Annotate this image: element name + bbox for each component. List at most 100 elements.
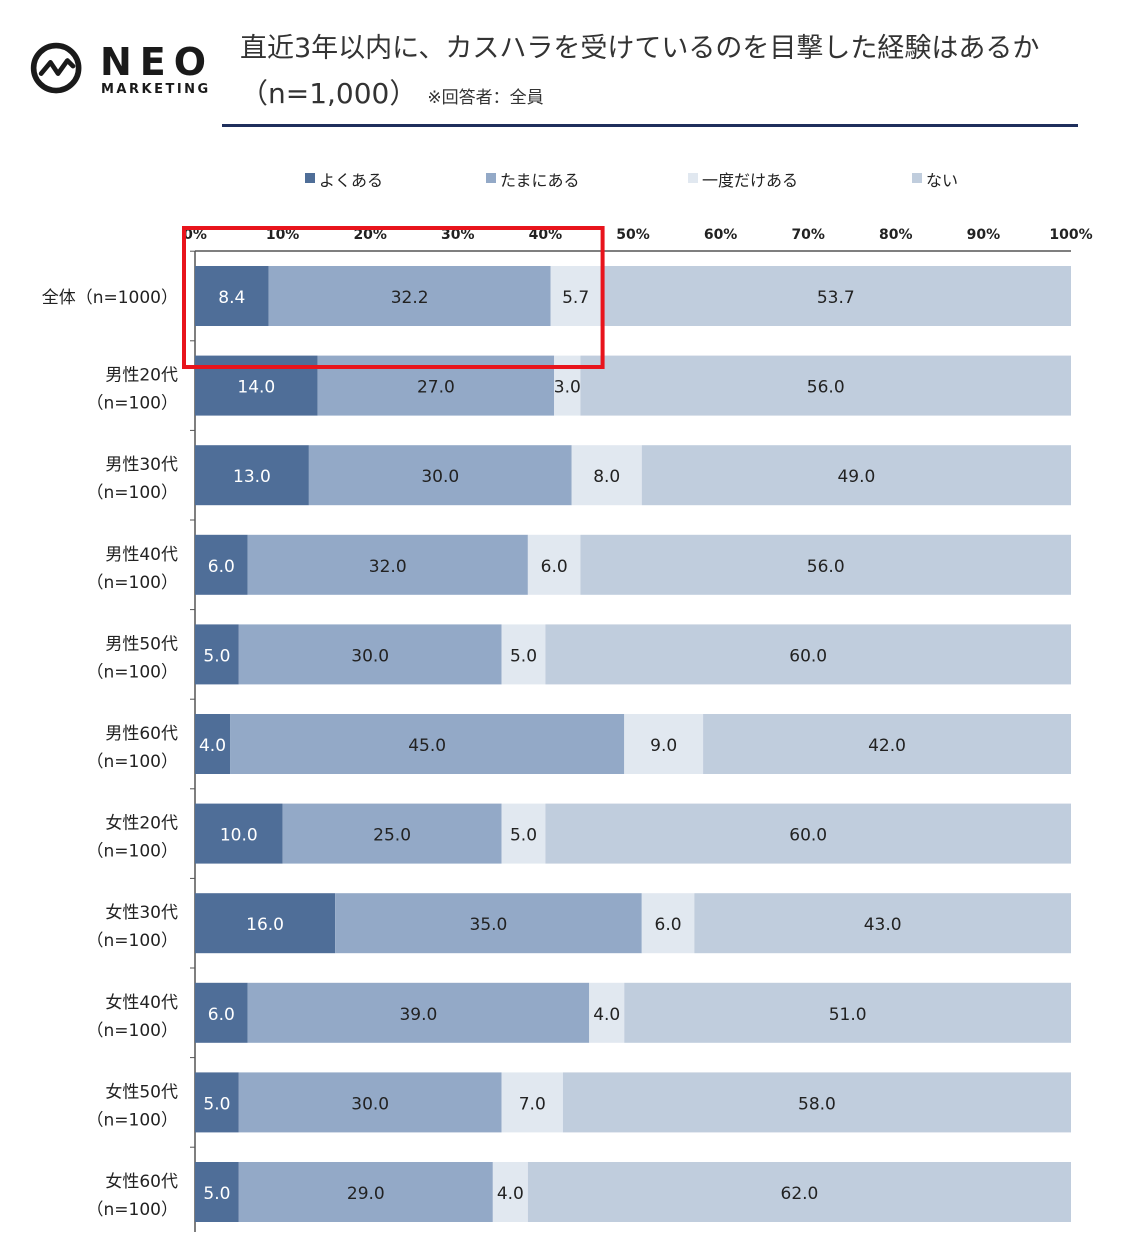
data-label: 45.0 <box>408 736 446 756</box>
bar-segment <box>268 266 551 326</box>
sample-size: （n=1,000） <box>240 77 418 110</box>
bar-segment <box>238 1072 502 1133</box>
data-label: 7.0 <box>519 1094 546 1114</box>
legend-swatch <box>486 173 496 183</box>
bar-segment <box>335 893 642 954</box>
chart-subtitle: （n=1,000） ※回答者：全員 <box>240 72 544 112</box>
x-tick-label: 100% <box>1049 227 1092 243</box>
bar-segment <box>195 1072 239 1133</box>
data-label: 53.7 <box>817 288 855 308</box>
highlight-frame <box>182 226 605 369</box>
data-label: 27.0 <box>417 378 455 398</box>
category-label: 男性60代 <box>105 724 178 744</box>
data-label: 42.0 <box>868 736 906 756</box>
category-sublabel: （n=100） <box>87 662 178 682</box>
category-label: 全体（n=1000） <box>42 288 178 308</box>
data-label: 8.4 <box>218 288 245 308</box>
bar-segment <box>580 355 1071 416</box>
data-label: 3.0 <box>554 378 581 398</box>
category-label: 男性20代 <box>105 366 178 386</box>
data-label: 56.0 <box>807 378 845 398</box>
bar-segment <box>492 1162 528 1222</box>
bar-segment <box>580 534 1071 595</box>
category-label: 男性30代 <box>105 455 178 475</box>
bar-segment <box>195 445 309 506</box>
data-label: 32.0 <box>369 557 407 577</box>
bar-segment <box>195 534 248 595</box>
category-sublabel: （n=100） <box>87 573 178 593</box>
data-label: 30.0 <box>421 467 459 487</box>
legend-label: たまにある <box>500 171 580 190</box>
x-tick-label: 90% <box>967 227 1001 243</box>
bar-segment <box>247 982 590 1043</box>
legend-label: 一度だけある <box>702 171 798 190</box>
category-sublabel: （n=100） <box>87 483 178 503</box>
bar-segment <box>641 445 1071 506</box>
legend-swatch <box>912 173 922 183</box>
x-tick-label: 50% <box>616 227 650 243</box>
data-label: 60.0 <box>789 646 827 666</box>
category-label: 女性40代 <box>105 993 178 1013</box>
data-label: 16.0 <box>246 915 284 935</box>
bar-segment <box>527 534 581 595</box>
data-label: 5.0 <box>203 1094 230 1114</box>
data-label: 56.0 <box>807 557 845 577</box>
legend-label: よくある <box>319 171 383 190</box>
data-label: 39.0 <box>399 1005 437 1025</box>
bar-segment <box>195 1162 239 1222</box>
bar-segment <box>195 266 269 326</box>
category-sublabel: （n=100） <box>87 842 178 862</box>
data-label: 29.0 <box>347 1184 385 1204</box>
data-label: 8.0 <box>593 467 620 487</box>
data-label: 6.0 <box>541 557 568 577</box>
data-label: 5.0 <box>203 646 230 666</box>
data-label: 4.0 <box>199 736 226 756</box>
bar-segment <box>600 266 1071 326</box>
data-label: 60.0 <box>789 826 827 846</box>
data-label: 5.0 <box>510 826 537 846</box>
bar-segment <box>195 624 239 685</box>
category-sublabel: （n=100） <box>87 394 178 414</box>
data-label: 25.0 <box>373 826 411 846</box>
data-label: 5.7 <box>562 288 589 308</box>
bar-segment <box>501 1072 563 1133</box>
brand-sub: MARKETING <box>101 82 211 97</box>
category-label: 女性20代 <box>105 814 178 834</box>
category-sublabel: （n=100） <box>87 752 178 772</box>
bar-segment <box>550 266 601 326</box>
data-label: 6.0 <box>208 1005 235 1025</box>
data-label: 32.2 <box>391 288 429 308</box>
bar-segment <box>195 803 283 864</box>
chart-title: 直近3年以内に、カスハラを受けているのを目撃した経験はあるか <box>240 33 1040 64</box>
bar-segment <box>195 893 336 954</box>
legend-label: ない <box>926 171 958 190</box>
bar-segment <box>282 803 502 864</box>
data-label: 4.0 <box>497 1184 524 1204</box>
bar-segment <box>641 893 695 954</box>
data-label: 5.0 <box>203 1184 230 1204</box>
x-tick-label: 40% <box>529 227 563 243</box>
bar-segment <box>571 445 642 506</box>
title-underline <box>222 124 1078 127</box>
data-label: 58.0 <box>798 1094 836 1114</box>
data-label: 49.0 <box>837 467 875 487</box>
data-label: 13.0 <box>233 467 271 487</box>
data-label: 6.0 <box>655 915 682 935</box>
bar-segment <box>624 714 704 774</box>
bar-segment <box>527 1162 1071 1222</box>
data-label: 6.0 <box>208 557 235 577</box>
category-label: 男性40代 <box>105 545 178 565</box>
data-label: 10.0 <box>220 826 258 846</box>
data-label: 4.0 <box>593 1005 620 1025</box>
data-label: 51.0 <box>829 1005 867 1025</box>
bar-segment <box>501 803 546 864</box>
category-sublabel: （n=100） <box>87 931 178 951</box>
bar-segment <box>589 982 625 1043</box>
bar-segment <box>247 534 528 595</box>
legend-swatch <box>305 173 315 183</box>
data-label: 14.0 <box>237 378 275 398</box>
brand-name: NEO <box>100 40 215 84</box>
legend-swatch <box>688 173 698 183</box>
x-tick-label: 30% <box>441 227 475 243</box>
category-label: 女性30代 <box>105 903 178 923</box>
